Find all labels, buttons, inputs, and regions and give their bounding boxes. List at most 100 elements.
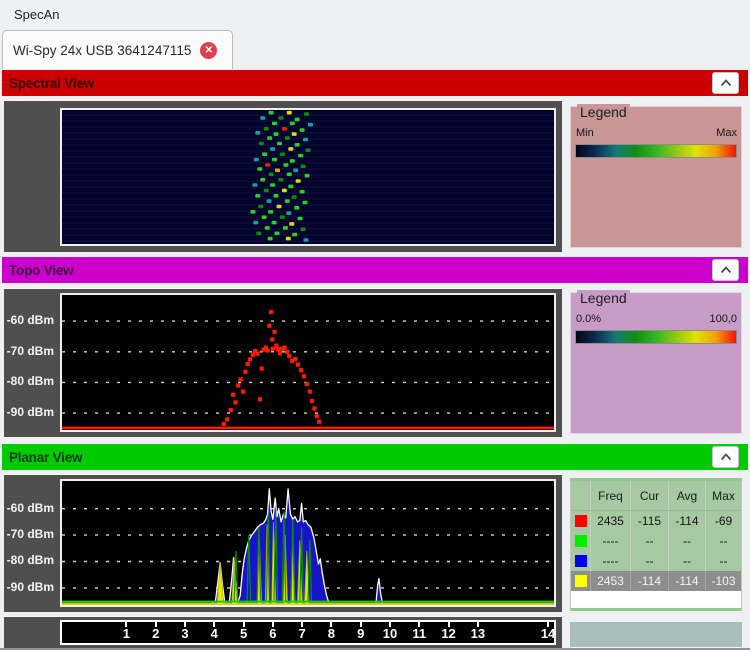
x-tick-label: 11: [412, 626, 427, 641]
chevron-up-icon: [720, 79, 731, 87]
trace-color-swatch: [574, 575, 587, 587]
table-header-swatch: [571, 481, 591, 510]
frequency-axis: 1 2 3 4 5 6 7 8 9 10 11 12 13 14: [60, 620, 556, 645]
planar-plot[interactable]: [60, 479, 556, 607]
planar-side-placeholder: [570, 622, 742, 647]
cell-max: --: [719, 554, 728, 568]
cell-freq: 2435: [591, 511, 631, 531]
x-tick-mark: [359, 622, 362, 627]
cell-max: --: [719, 534, 728, 548]
cell-cur: -115: [631, 511, 669, 531]
frequency-axis-panel: 1 2 3 4 5 6 7 8 9 10 11 12 13 14: [4, 616, 562, 648]
x-tick-label: 10: [382, 626, 398, 641]
x-tick-mark: [242, 622, 245, 627]
x-tick-label: 8: [327, 626, 336, 641]
spectral-waterfall-plot[interactable]: [60, 108, 556, 246]
table-header-cur: Cur: [631, 481, 669, 510]
y-tick-label: -90 dBm: [6, 579, 54, 594]
cell-freq: ----: [591, 551, 631, 571]
spectral-legend-max-label: Max: [716, 127, 737, 139]
spectral-legend-min-label: Min: [576, 127, 594, 139]
table-header-row: Freq Cur Avg Max: [571, 481, 741, 511]
x-tick-mark: [271, 622, 274, 627]
planar-view-header: Planar View: [2, 444, 748, 470]
x-tick-label: 1: [122, 626, 131, 641]
x-tick-label: 5: [239, 626, 248, 641]
spectral-view-title: Spectral View: [9, 75, 94, 91]
collapse-button-spectral[interactable]: [712, 72, 739, 94]
cell-freq: 2453: [591, 571, 631, 591]
spectral-panel: [4, 100, 562, 252]
planar-view-title: Planar View: [9, 449, 83, 465]
x-tick-mark: [184, 622, 186, 627]
color-scale-gradient: [575, 330, 737, 344]
spectral-legend-title: Legend: [577, 104, 630, 120]
x-tick-label: 4: [210, 626, 218, 641]
trace-color-swatch: [574, 555, 587, 567]
chevron-up-icon: [720, 453, 731, 461]
tab-wispy-device[interactable]: Wi-Spy 24x USB 3641247115 ✕: [2, 30, 233, 69]
x-tick-mark: [301, 622, 304, 627]
collapse-button-planar[interactable]: [712, 446, 739, 468]
x-tick-mark: [330, 622, 333, 627]
chevron-up-icon: [720, 266, 731, 274]
y-tick-label: -80 dBm: [6, 374, 54, 389]
topo-view-title: Topo View: [9, 262, 74, 278]
table-row[interactable]: ---- -- -- --: [571, 531, 741, 551]
table-header-freq: Freq: [591, 481, 631, 510]
y-tick-label: -80 dBm: [6, 553, 54, 568]
x-tick-mark: [125, 622, 128, 627]
planar-panel: -60 dBm -70 dBm -80 dBm -90 dBm: [4, 474, 562, 612]
topo-panel: -60 dBm -70 dBm -80 dBm -90 dBm: [4, 288, 562, 437]
menu-item-specan[interactable]: SpecAn: [14, 7, 60, 22]
tab-label: Wi-Spy 24x USB 3641247115: [13, 42, 192, 58]
x-tick-label: 13: [470, 626, 486, 641]
table-row[interactable]: ---- -- -- --: [571, 551, 741, 571]
cell-max: -69: [714, 514, 733, 528]
y-tick-label: -60 dBm: [6, 500, 54, 515]
table-row-selected[interactable]: 2453 -114 -114 -103: [571, 571, 741, 591]
x-tick-label: 9: [357, 626, 365, 641]
trace-color-swatch: [574, 535, 587, 547]
x-tick-label: 2: [152, 626, 160, 641]
x-tick-mark: [389, 622, 391, 627]
x-tick-mark: [213, 622, 216, 627]
y-tick-label: -60 dBm: [6, 313, 54, 328]
topo-legend-min-label: 0.0%: [576, 313, 602, 325]
topo-legend-max-label: 100,0: [709, 313, 737, 325]
table-header-avg: Avg: [669, 481, 706, 510]
topo-legend-title: Legend: [577, 290, 630, 306]
topo-legend: Legend 0.0% 100,0: [570, 290, 742, 434]
x-tick-label: 14: [540, 626, 556, 641]
y-tick-label: -90 dBm: [6, 405, 54, 420]
cell-freq: ----: [591, 531, 631, 551]
table-row[interactable]: 2435 -115 -114 -69: [571, 511, 741, 531]
x-tick-label: 3: [181, 626, 189, 641]
x-tick-mark: [547, 622, 550, 627]
cell-avg: -114: [669, 571, 706, 591]
spectral-view-header: Spectral View: [2, 70, 748, 96]
cell-cur: --: [631, 551, 669, 571]
table-header-max: Max: [712, 488, 735, 503]
spectral-legend: Legend Min Max: [570, 104, 742, 248]
x-tick-label: 12: [441, 626, 456, 641]
x-tick-mark: [476, 622, 479, 627]
collapse-button-topo[interactable]: [712, 259, 739, 281]
x-tick-label: 6: [269, 626, 277, 641]
topo-plot[interactable]: [60, 293, 556, 432]
planar-signal-table: Freq Cur Avg Max 2435 -115 -114 -69 ----…: [570, 478, 742, 611]
x-tick-mark: [447, 622, 450, 627]
topo-view-header: Topo View: [2, 257, 748, 283]
trace-color-swatch: [574, 515, 587, 527]
cell-avg: --: [669, 531, 706, 551]
x-tick-label: 7: [298, 626, 306, 641]
cell-avg: -114: [669, 511, 706, 531]
cell-cur: --: [631, 531, 669, 551]
y-tick-label: -70 dBm: [6, 527, 54, 542]
window-bottom-edge: [0, 648, 750, 650]
close-icon[interactable]: ✕: [200, 41, 218, 59]
cell-avg: --: [669, 551, 706, 571]
x-tick-mark: [418, 622, 421, 627]
cell-max: -103: [711, 574, 736, 588]
cell-cur: -114: [631, 571, 669, 591]
